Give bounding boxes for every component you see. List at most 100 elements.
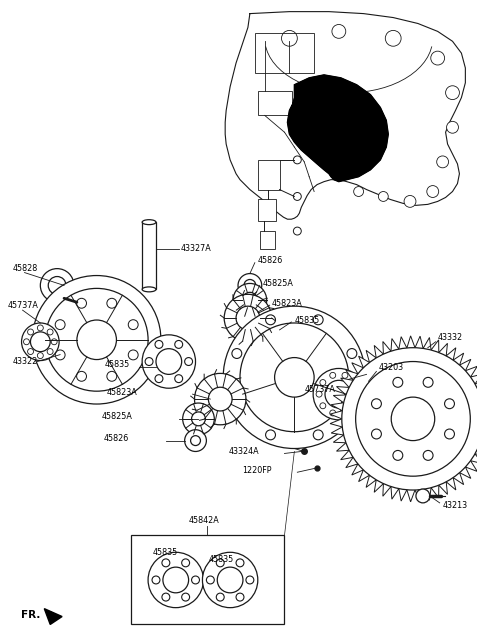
Circle shape: [427, 186, 439, 197]
Circle shape: [352, 403, 358, 409]
Circle shape: [194, 374, 246, 425]
Circle shape: [372, 429, 382, 439]
Circle shape: [275, 320, 281, 327]
Bar: [258, 199, 276, 221]
Circle shape: [232, 349, 242, 358]
Circle shape: [281, 30, 297, 46]
Circle shape: [163, 567, 189, 593]
Circle shape: [206, 576, 214, 584]
Circle shape: [393, 377, 403, 387]
Circle shape: [77, 372, 86, 381]
Circle shape: [145, 358, 153, 365]
Text: 45842A: 45842A: [189, 516, 219, 525]
Circle shape: [47, 349, 53, 354]
Circle shape: [37, 352, 43, 359]
Circle shape: [380, 392, 386, 397]
Text: 45835: 45835: [208, 555, 234, 564]
Circle shape: [366, 427, 372, 433]
Circle shape: [77, 320, 117, 359]
Circle shape: [40, 269, 74, 302]
Circle shape: [380, 421, 386, 426]
Circle shape: [258, 349, 264, 356]
Circle shape: [354, 186, 363, 197]
Bar: [260, 231, 275, 249]
Text: 43213: 43213: [443, 502, 468, 511]
Circle shape: [351, 392, 357, 397]
Circle shape: [233, 284, 267, 317]
Circle shape: [320, 379, 326, 386]
Bar: [142, 222, 156, 289]
Circle shape: [378, 192, 388, 201]
Circle shape: [223, 306, 366, 449]
Circle shape: [352, 379, 358, 386]
Ellipse shape: [142, 220, 156, 224]
Text: FR.: FR.: [21, 610, 40, 620]
Circle shape: [342, 410, 348, 416]
Circle shape: [182, 559, 190, 567]
Circle shape: [313, 430, 323, 440]
Circle shape: [183, 403, 214, 435]
Text: 43324A: 43324A: [228, 447, 259, 456]
Text: 1220FP: 1220FP: [242, 466, 272, 475]
Circle shape: [216, 559, 224, 567]
Circle shape: [283, 334, 290, 341]
Text: 43203: 43203: [378, 363, 404, 372]
Circle shape: [385, 30, 401, 46]
Circle shape: [22, 323, 59, 361]
Circle shape: [366, 385, 372, 391]
Circle shape: [325, 380, 353, 408]
Circle shape: [446, 122, 458, 133]
Text: 45737A: 45737A: [8, 301, 38, 310]
Circle shape: [203, 552, 258, 608]
Circle shape: [265, 315, 276, 325]
Circle shape: [444, 429, 455, 439]
Circle shape: [48, 276, 66, 294]
Text: 45825A: 45825A: [263, 279, 294, 288]
Circle shape: [293, 192, 301, 201]
Circle shape: [55, 350, 65, 360]
Circle shape: [232, 396, 242, 406]
Circle shape: [55, 320, 65, 330]
Text: 45826: 45826: [258, 256, 283, 265]
Circle shape: [242, 293, 258, 308]
Circle shape: [356, 391, 361, 397]
Circle shape: [155, 340, 163, 349]
Circle shape: [423, 451, 433, 460]
Circle shape: [217, 567, 243, 593]
Ellipse shape: [142, 287, 156, 292]
Circle shape: [247, 315, 292, 361]
Polygon shape: [330, 336, 480, 502]
Circle shape: [356, 361, 470, 476]
Circle shape: [444, 399, 455, 409]
Circle shape: [162, 559, 170, 567]
Circle shape: [341, 381, 396, 437]
Circle shape: [320, 403, 326, 409]
Circle shape: [191, 436, 201, 446]
Circle shape: [24, 339, 29, 345]
Circle shape: [393, 451, 403, 460]
Circle shape: [128, 320, 138, 330]
Circle shape: [437, 156, 448, 168]
Circle shape: [182, 593, 190, 601]
Circle shape: [224, 294, 272, 342]
Circle shape: [351, 421, 357, 426]
Circle shape: [265, 430, 276, 440]
Circle shape: [236, 593, 244, 601]
Circle shape: [293, 156, 301, 164]
Circle shape: [275, 358, 314, 397]
Text: 45835: 45835: [294, 316, 320, 325]
Bar: [258, 160, 279, 190]
Text: 45835: 45835: [153, 548, 178, 557]
Circle shape: [391, 397, 435, 440]
Circle shape: [152, 576, 160, 584]
Circle shape: [47, 329, 53, 335]
Circle shape: [293, 227, 301, 235]
Circle shape: [313, 368, 364, 420]
Circle shape: [345, 406, 351, 412]
Circle shape: [431, 51, 444, 65]
Circle shape: [236, 559, 244, 567]
Text: 45826: 45826: [104, 434, 129, 443]
Circle shape: [185, 358, 192, 365]
Circle shape: [148, 552, 204, 608]
Text: 45825A: 45825A: [102, 412, 132, 421]
